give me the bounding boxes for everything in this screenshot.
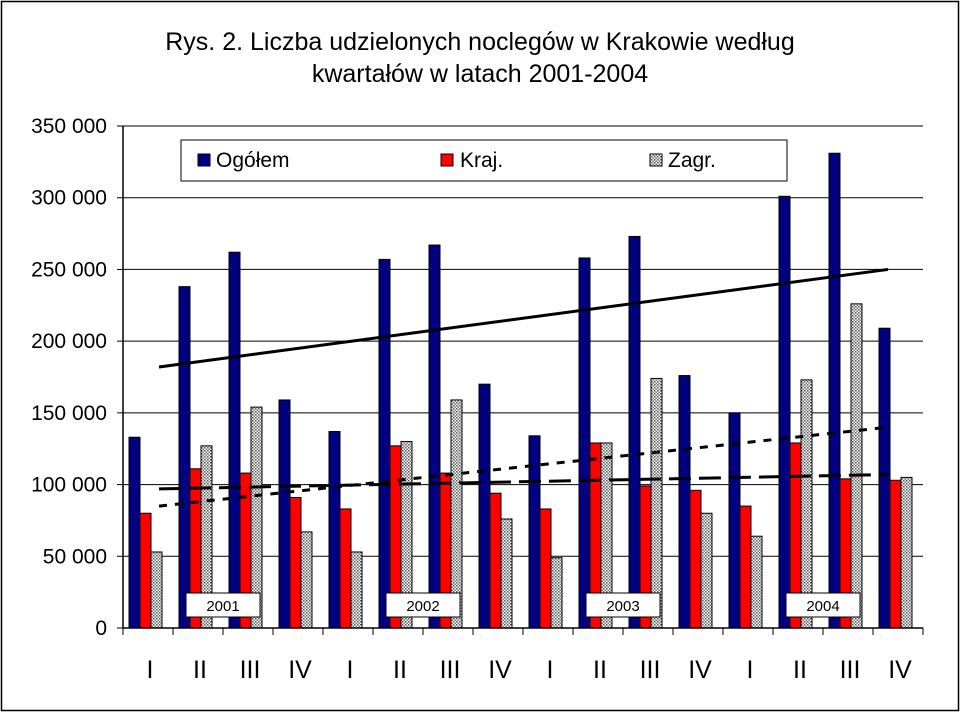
- y-tick-label: 250 000: [31, 258, 107, 281]
- bar-ogolem: [378, 258, 391, 629]
- bar-ogolem: [478, 383, 491, 629]
- x-tick-label: IV: [888, 656, 912, 684]
- y-tick-label: 350 000: [31, 115, 107, 138]
- bar-ogolem: [828, 152, 841, 629]
- bar-zagr: [300, 531, 313, 629]
- bar-zagr: [500, 518, 513, 629]
- legend-box: [180, 139, 788, 182]
- x-tick-label: I: [147, 656, 154, 684]
- x-tick-label: III: [840, 656, 861, 684]
- y-tick-label: 200 000: [31, 330, 107, 353]
- year-label: 2004: [806, 598, 839, 615]
- chart-title-line1: Rys. 2. Liczba udzielonych noclegów w Kr…: [165, 28, 795, 56]
- legend-swatch-zagr: [649, 153, 663, 167]
- bar-ogolem: [578, 257, 591, 629]
- bar-zagr: [150, 551, 163, 629]
- x-tick-label: I: [347, 656, 354, 684]
- x-tick-label: IV: [488, 656, 512, 684]
- x-tick-label: II: [593, 656, 607, 684]
- bar-kraj: [539, 508, 552, 629]
- bar-kraj: [339, 508, 352, 629]
- bar-ogolem: [678, 375, 691, 629]
- bar-zagr: [900, 476, 913, 629]
- bars: [128, 152, 913, 629]
- x-tick-label: II: [193, 656, 207, 684]
- bar-kraj: [289, 496, 302, 629]
- bar-kraj: [139, 512, 152, 629]
- axes: [122, 126, 924, 635]
- bar-kraj: [689, 489, 702, 629]
- year-labels: 2001 2002 2003 2004: [185, 592, 861, 618]
- y-tick-label: 0: [95, 617, 107, 640]
- x-tick-label: III: [240, 656, 261, 684]
- x-tick-label: IV: [288, 656, 312, 684]
- x-tick-label: IV: [688, 656, 712, 684]
- bar-zagr: [650, 377, 663, 629]
- x-axis-labels: I II III IV I II III IV I II III IV I II III IV: [147, 656, 913, 684]
- year-box: [785, 592, 861, 618]
- year-box: [385, 592, 461, 618]
- bar-ogolem: [278, 399, 291, 629]
- bar-ogolem: [178, 286, 191, 629]
- bar-zagr: [750, 535, 763, 629]
- trendline-solid: [158, 267, 889, 369]
- x-tick-label: I: [747, 656, 754, 684]
- year-label: 2001: [206, 598, 239, 615]
- x-tick-label: I: [547, 656, 554, 684]
- bar-zagr: [850, 303, 863, 629]
- legend-label-kraj: Kraj.: [460, 149, 503, 172]
- y-tick-label: 50 000: [43, 545, 107, 568]
- year-box: [585, 592, 661, 618]
- x-tick-label: II: [793, 656, 807, 684]
- legend-label-zagr: Zagr.: [668, 149, 716, 172]
- trendlines: [158, 267, 889, 508]
- x-tick-label: II: [393, 656, 407, 684]
- year-label: 2002: [406, 598, 439, 615]
- bar-zagr: [800, 379, 813, 629]
- bar-kraj: [489, 492, 502, 629]
- trendline-long-dash: [158, 473, 889, 491]
- legend-label-ogolem: Ogółem: [216, 149, 290, 172]
- bar-kraj: [889, 479, 902, 629]
- legend-swatch-ogolem: [197, 153, 211, 167]
- legend: Ogółem Kraj. Zagr.: [180, 139, 788, 182]
- x-tick-label: III: [440, 656, 461, 684]
- bar-ogolem: [328, 431, 341, 629]
- chart-title-line2: kwartałów w latach 2001-2004: [312, 60, 648, 88]
- y-axis-ticks: 0 50 000 100 000 150 000 200 000 250 000 300 0…: [31, 115, 123, 640]
- bar-ogolem: [128, 436, 141, 629]
- bar-kraj: [739, 505, 752, 629]
- bar-ogolem: [778, 195, 791, 629]
- bar-ogolem: [228, 251, 241, 629]
- bar-zagr: [350, 551, 363, 629]
- y-tick-label: 100 000: [31, 474, 107, 497]
- year-box: [185, 592, 261, 618]
- bar-zagr: [700, 512, 713, 629]
- trendline-short-dash: [158, 425, 889, 508]
- legend-swatch-kraj: [440, 153, 454, 167]
- bar-ogolem: [428, 244, 441, 629]
- bar-zagr: [550, 557, 563, 629]
- bar-ogolem: [628, 235, 641, 629]
- y-tick-label: 150 000: [31, 402, 107, 425]
- bar-ogolem: [878, 327, 891, 629]
- year-label: 2003: [606, 598, 639, 615]
- y-tick-label: 300 000: [31, 187, 107, 210]
- x-tick-label: III: [640, 656, 661, 684]
